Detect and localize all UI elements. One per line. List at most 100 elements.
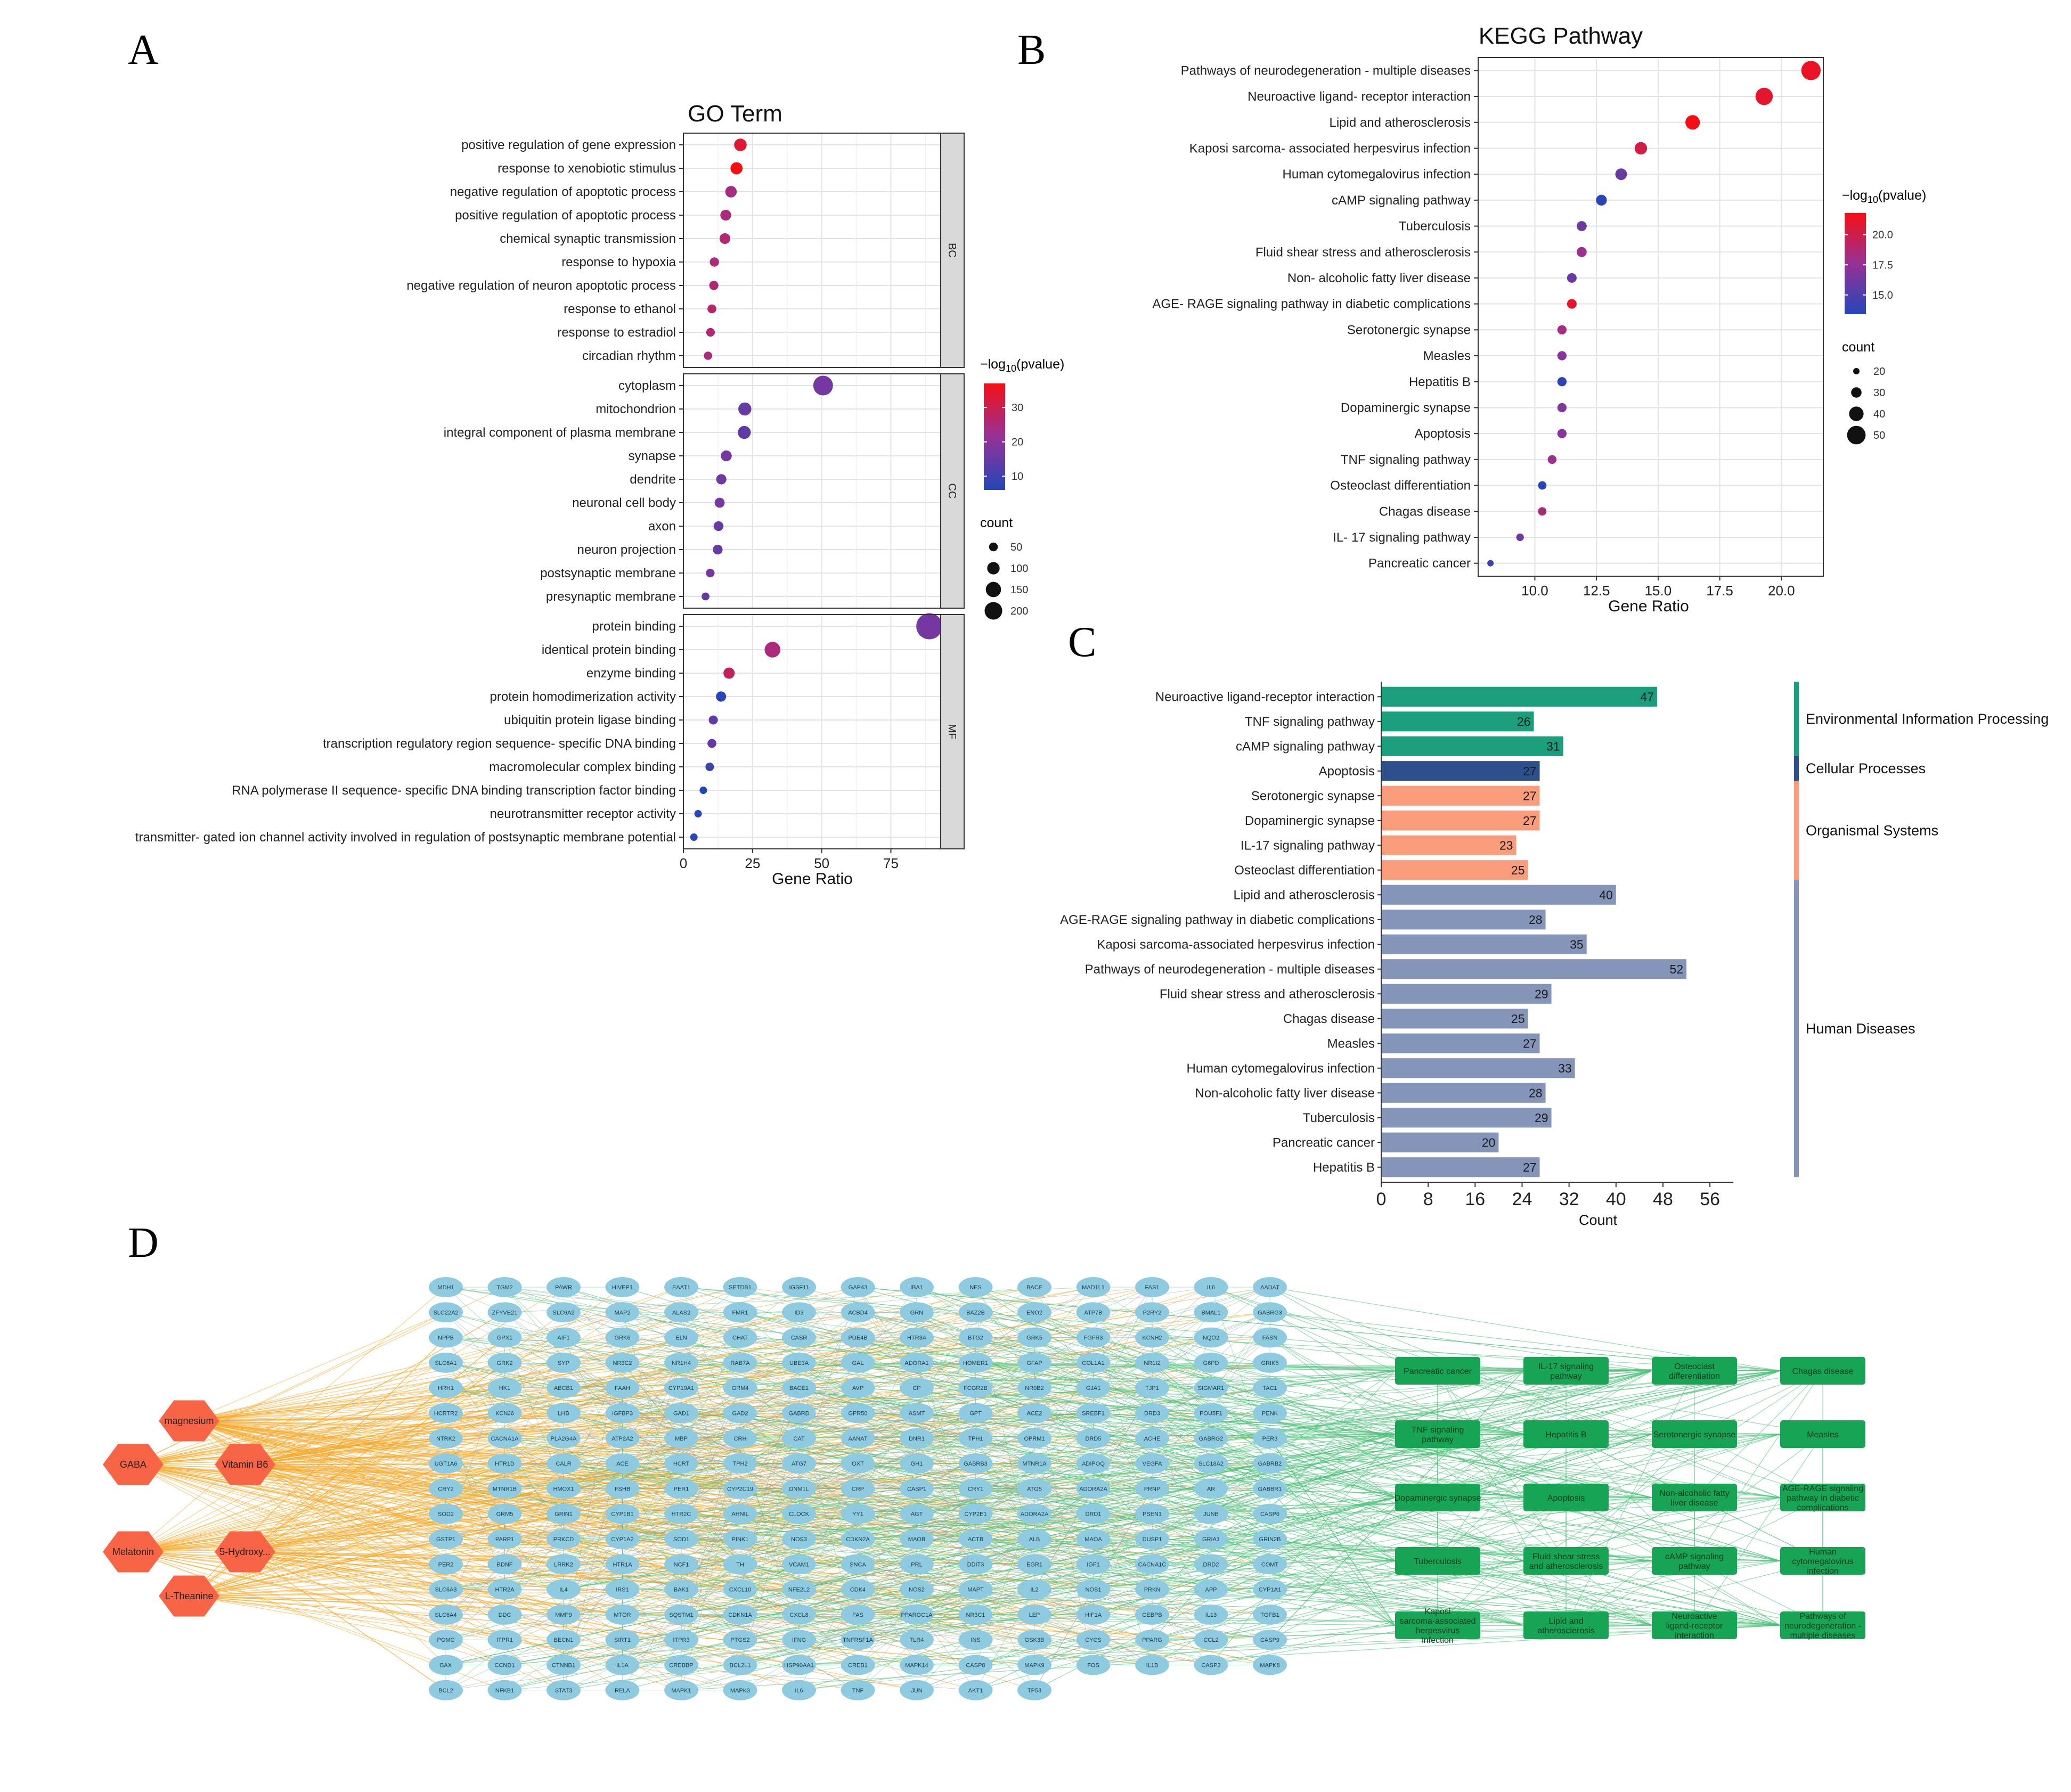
edge-compound-target bbox=[189, 1513, 446, 1597]
facet-strip-label: MF bbox=[946, 724, 958, 740]
pathway-label: Osteoclast bbox=[1674, 1362, 1715, 1371]
bar bbox=[1381, 711, 1534, 732]
target-node bbox=[1076, 1302, 1111, 1323]
target-node bbox=[1253, 1579, 1287, 1600]
edge-target-target bbox=[504, 1438, 623, 1565]
edge-compound-target bbox=[189, 1387, 1094, 1597]
edge-target-target bbox=[563, 1438, 1153, 1464]
edge-target-pathway bbox=[504, 1497, 1396, 1691]
colorbar-tick-label: 20 bbox=[1012, 437, 1023, 448]
target-label: ACBD4 bbox=[848, 1310, 868, 1316]
go-term-label: axon bbox=[648, 519, 676, 534]
edge-target-target bbox=[858, 1463, 1035, 1665]
target-node bbox=[605, 1554, 640, 1575]
target-node bbox=[1017, 1428, 1051, 1449]
kegg-term-label: Osteoclast differentiation bbox=[1330, 479, 1471, 493]
target-node bbox=[429, 1503, 463, 1524]
pathway-label: pathway bbox=[1550, 1372, 1582, 1381]
target-node bbox=[1017, 1327, 1051, 1348]
pathway-label: Neuroactive bbox=[1672, 1612, 1717, 1621]
go-point bbox=[730, 162, 743, 175]
edge-target-target bbox=[445, 1287, 976, 1691]
target-node bbox=[782, 1680, 816, 1700]
target-label: PRKCD bbox=[553, 1536, 574, 1543]
target-label: IFNG bbox=[792, 1637, 806, 1643]
edge-target-pathway bbox=[504, 1370, 1396, 1489]
target-label: TPH1 bbox=[968, 1436, 983, 1442]
group-label: Organismal Systems bbox=[1806, 822, 1938, 838]
target-node bbox=[487, 1478, 522, 1499]
target-node bbox=[723, 1604, 757, 1625]
target-node bbox=[1017, 1554, 1051, 1575]
kegg-point bbox=[1685, 115, 1700, 130]
target-node bbox=[1076, 1630, 1111, 1650]
bar-category-label: Non-alcoholic fatty liver disease bbox=[1195, 1086, 1375, 1100]
target-node bbox=[900, 1630, 934, 1650]
edge-target-target bbox=[504, 1287, 800, 1640]
size-legend-dot bbox=[985, 582, 1001, 598]
edge-compound-target bbox=[133, 1551, 446, 1590]
bar bbox=[1381, 984, 1552, 1004]
colorbar-tick-label: 17.5 bbox=[1872, 259, 1893, 271]
edge-compound-target bbox=[189, 1420, 800, 1640]
target-label: CDK4 bbox=[850, 1587, 866, 1593]
target-node bbox=[1135, 1655, 1169, 1675]
edge-target-pathway bbox=[563, 1287, 1524, 1561]
target-node bbox=[547, 1302, 581, 1323]
edge-compound-target bbox=[133, 1438, 976, 1465]
pathway-label: liver disease bbox=[1671, 1499, 1718, 1508]
edge-compound-target bbox=[133, 1464, 682, 1666]
target-label: SIRT1 bbox=[614, 1637, 631, 1643]
edge-target-target bbox=[681, 1387, 976, 1464]
pathway-node bbox=[1652, 1484, 1737, 1511]
target-node bbox=[487, 1428, 522, 1449]
edge-target-target bbox=[681, 1337, 917, 1363]
target-node bbox=[547, 1503, 581, 1524]
go-point bbox=[705, 762, 714, 772]
edge-compound-target bbox=[189, 1420, 976, 1515]
go-term-label: dendrite bbox=[630, 472, 676, 487]
group-label: Human Diseases bbox=[1806, 1020, 1915, 1036]
target-label: CTNNB1 bbox=[552, 1663, 575, 1669]
target-node bbox=[664, 1503, 698, 1524]
size-legend-title: count bbox=[1842, 340, 1874, 355]
edge-compound-target bbox=[133, 1464, 800, 1691]
edge-target-target bbox=[504, 1387, 1270, 1439]
target-node bbox=[841, 1529, 875, 1549]
target-label: GAD2 bbox=[732, 1411, 748, 1417]
edge-target-target bbox=[1093, 1438, 1270, 1489]
edge-target-target bbox=[1034, 1488, 1211, 1665]
kegg-term-label: Tuberculosis bbox=[1399, 219, 1471, 234]
edge-target-target bbox=[445, 1539, 1035, 1665]
target-node bbox=[1135, 1453, 1169, 1474]
edge-target-target bbox=[681, 1413, 976, 1515]
compound-label: Vitamin B6 bbox=[222, 1459, 268, 1470]
edge-target-target bbox=[504, 1463, 740, 1489]
edge-target-target bbox=[916, 1362, 976, 1565]
target-label: TP53 bbox=[1028, 1688, 1041, 1694]
group-strip bbox=[1794, 781, 1799, 880]
edge-target-target bbox=[740, 1387, 1270, 1691]
edge-target-target bbox=[740, 1513, 976, 1640]
target-node bbox=[1076, 1478, 1111, 1499]
target-node bbox=[1253, 1604, 1287, 1625]
target-node bbox=[664, 1680, 698, 1700]
target-node bbox=[1135, 1579, 1169, 1600]
edge-target-target bbox=[1034, 1387, 1211, 1489]
edge-target-target bbox=[740, 1387, 1211, 1565]
target-node bbox=[1017, 1630, 1051, 1650]
edge-target-pathway bbox=[858, 1287, 1781, 1371]
target-label: GSK3B bbox=[1025, 1637, 1045, 1643]
target-node bbox=[841, 1378, 875, 1398]
target-label: IL13 bbox=[1205, 1612, 1217, 1618]
bar bbox=[1381, 934, 1587, 954]
edge-target-target bbox=[858, 1362, 1153, 1413]
x-tick-label: 15.0 bbox=[1645, 583, 1672, 599]
target-node bbox=[900, 1529, 934, 1549]
target-node bbox=[1135, 1378, 1169, 1398]
edge-target-target bbox=[622, 1387, 1094, 1665]
edge-target-target bbox=[563, 1362, 740, 1489]
target-node bbox=[900, 1503, 934, 1524]
edge-compound-target bbox=[189, 1420, 623, 1464]
edge-target-target bbox=[681, 1564, 976, 1615]
